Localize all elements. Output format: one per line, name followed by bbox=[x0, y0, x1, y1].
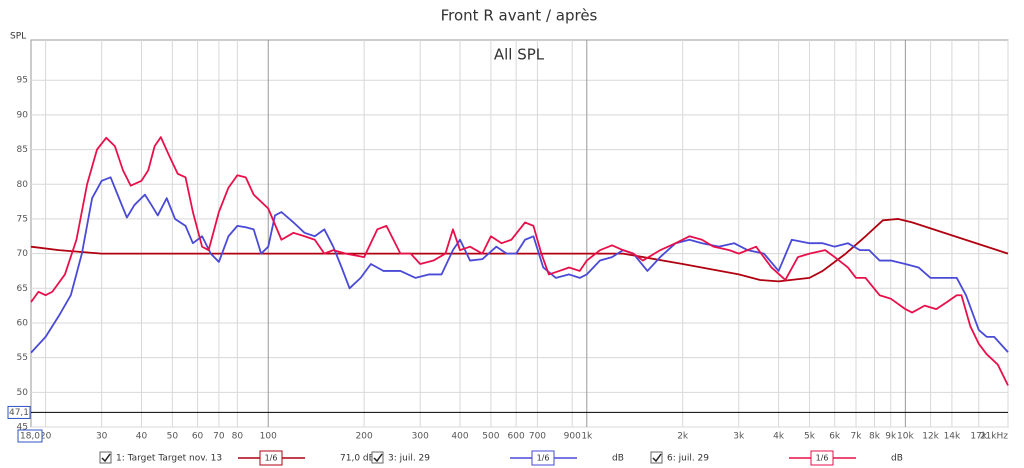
chart-title: Front R avant / après bbox=[441, 7, 598, 25]
x-tick-label: 6k bbox=[829, 432, 841, 442]
y-tick-label: 75 bbox=[17, 214, 28, 224]
legend-check bbox=[373, 453, 383, 463]
legend-smoothing: 1/6 bbox=[816, 454, 829, 463]
x-tick-label: 60 bbox=[192, 432, 204, 442]
legend-checkbox[interactable] bbox=[99, 451, 112, 464]
x-tick-label: 20 bbox=[40, 432, 52, 442]
x-tick-label: 7k bbox=[851, 432, 863, 442]
legend-checkbox[interactable] bbox=[371, 451, 384, 464]
legend-smoothing: 1/6 bbox=[537, 454, 550, 463]
x-tick-label: 1k bbox=[581, 432, 593, 442]
legend-offset: 71,0 dB bbox=[340, 454, 375, 464]
legend-label: 3: juil. 29 bbox=[388, 454, 430, 464]
series-line bbox=[30, 176, 1009, 354]
y-tick-label: 55 bbox=[17, 353, 28, 363]
cursor-box bbox=[7, 405, 31, 419]
x-tick-label: 80 bbox=[232, 432, 244, 442]
x-tick-label: 30 bbox=[96, 432, 108, 442]
x-tick-label: 12k bbox=[922, 432, 939, 442]
y-tick-label: 90 bbox=[17, 110, 29, 120]
legend-smoothing-box[interactable] bbox=[810, 450, 834, 466]
x-tick-label: 14k bbox=[944, 432, 961, 442]
x-tick-label: 4k bbox=[773, 432, 785, 442]
y-tick-label: 65 bbox=[17, 284, 28, 294]
legend-checkbox[interactable] bbox=[650, 451, 663, 464]
x-tick-label: 10k bbox=[897, 432, 914, 442]
legend-label: 1: Target Target nov. 13 bbox=[116, 454, 222, 464]
legend-smoothing-box[interactable] bbox=[531, 450, 555, 466]
x-tick-label: 200 bbox=[356, 432, 373, 442]
x-tick-label: 17k bbox=[970, 432, 987, 442]
legend-offset: dB bbox=[891, 454, 903, 464]
y-tick-label: 80 bbox=[17, 180, 29, 190]
y-tick-label: 60 bbox=[17, 318, 29, 328]
x-tick-label: 2k bbox=[677, 432, 689, 442]
y-axis-label: SPL bbox=[10, 32, 26, 42]
x-tick-label: 100 bbox=[260, 432, 277, 442]
y-tick-label: 85 bbox=[17, 145, 28, 155]
plot-subtitle: All SPL bbox=[494, 46, 545, 64]
x-tick-label: 400 bbox=[451, 432, 468, 442]
legend-label: 6: juil. 29 bbox=[667, 454, 709, 464]
x-tick-label: 300 bbox=[412, 432, 429, 442]
x-tick-label: 500 bbox=[482, 432, 499, 442]
y-tick-label: 50 bbox=[17, 388, 29, 398]
x-tick-label: 600 bbox=[508, 432, 525, 442]
y-tick-label: 70 bbox=[17, 249, 29, 259]
x-tick-label: 9k bbox=[885, 432, 897, 442]
x-tick-label: 40 bbox=[136, 432, 148, 442]
cursor-label: 47,1 bbox=[9, 408, 29, 418]
x-tick-label: 700 bbox=[529, 432, 546, 442]
series-line bbox=[30, 136, 1009, 386]
legend: 1: Target Target nov. 13 1/6 71,0 dB 3: jui… bbox=[99, 450, 903, 466]
cursor-label: 18,0 bbox=[20, 432, 40, 442]
x-tick-label: 5k bbox=[804, 432, 816, 442]
plot-area: 45 50 55 60 65 70 75 80 85 90 95 20 30 40 50 60 70 80 100 2… bbox=[7, 39, 1009, 443]
x-tick-label: 50 bbox=[167, 432, 179, 442]
series-line bbox=[30, 218, 1009, 283]
y-tick-label: 95 bbox=[17, 76, 28, 86]
plot-frame bbox=[30, 39, 1009, 428]
legend-offset: dB bbox=[612, 454, 624, 464]
x-tick-label: 8k bbox=[869, 432, 881, 442]
x-tick-label: 900 bbox=[564, 432, 581, 442]
y-tick-label: 45 bbox=[17, 423, 28, 433]
cursor-box bbox=[17, 429, 43, 443]
legend-smoothing: 1/6 bbox=[265, 454, 278, 463]
legend-check bbox=[101, 453, 111, 463]
x-tick-label: 21kHz bbox=[980, 432, 1008, 442]
legend-check bbox=[652, 453, 662, 463]
legend-smoothing-box[interactable] bbox=[259, 450, 283, 466]
x-tick-label: 3k bbox=[733, 432, 745, 442]
x-tick-label: 70 bbox=[213, 432, 225, 442]
